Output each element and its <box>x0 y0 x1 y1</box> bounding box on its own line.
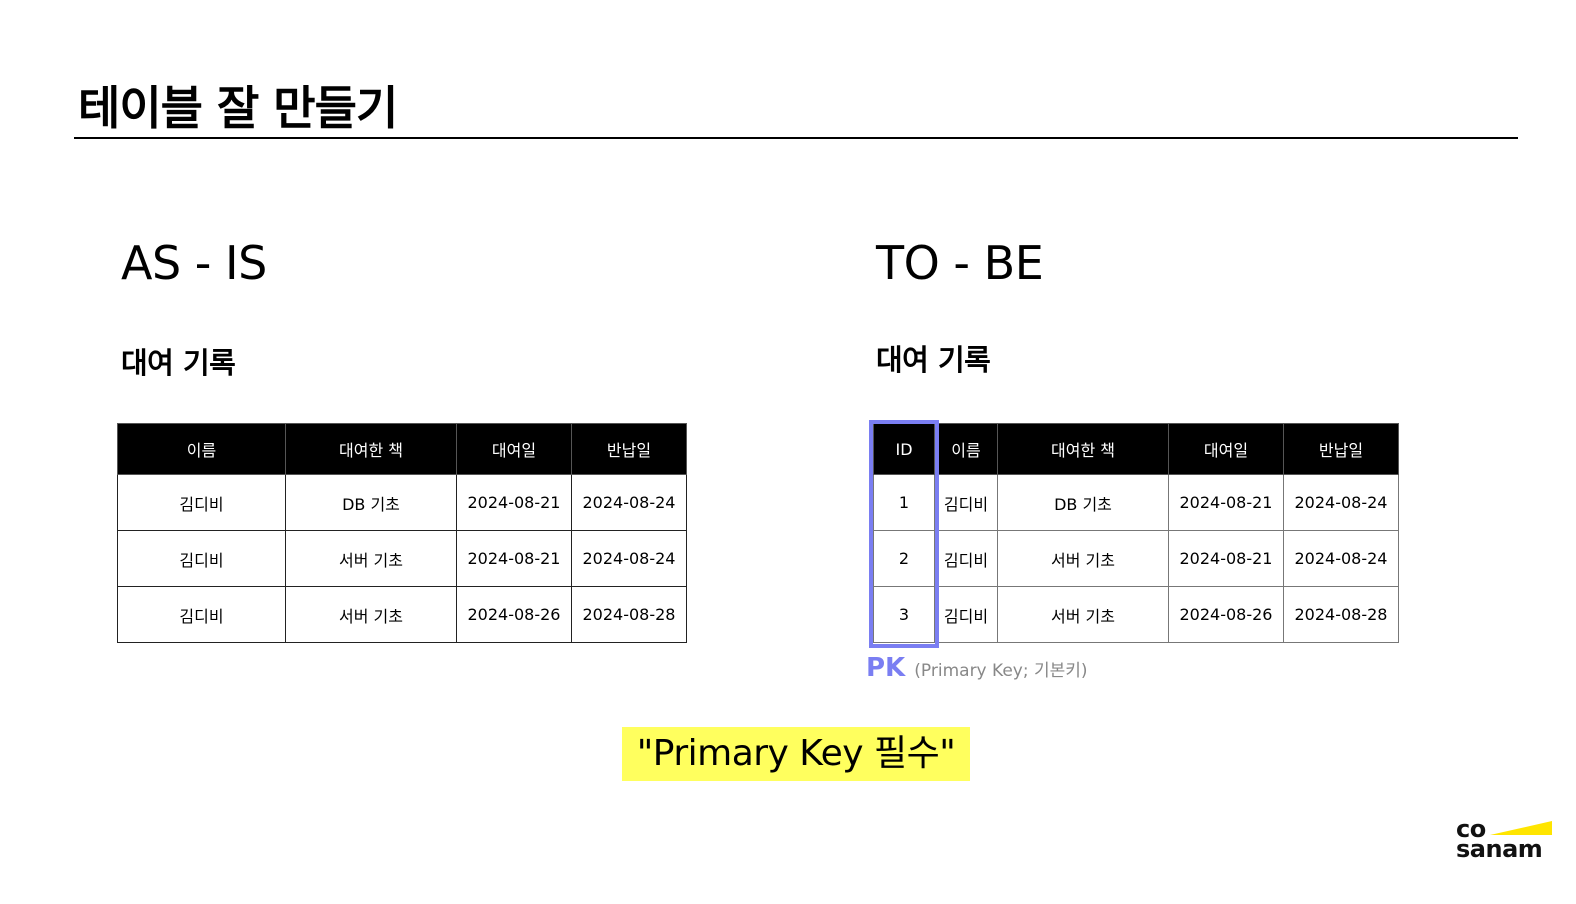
table-cell: 2024-08-21 <box>456 474 572 531</box>
table-header-row: ID 이름 대여한 책 대여일 반납일 <box>873 423 1399 475</box>
table-row: 김디비 서버 기초 2024-08-26 2024-08-28 <box>117 586 687 643</box>
table-cell: 2024-08-24 <box>571 474 687 531</box>
to-be-heading: TO - BE <box>876 236 1044 290</box>
table-cell: 2024-08-21 <box>1168 474 1284 531</box>
id-cell: 3 <box>873 586 935 643</box>
table-row: 김디비 서버 기초 2024-08-21 2024-08-24 <box>117 530 687 587</box>
table-cell: 2024-08-28 <box>1283 586 1399 643</box>
logo-text-bottom: sanam <box>1456 835 1543 863</box>
table-cell: 김디비 <box>117 530 286 587</box>
table-cell: 2024-08-24 <box>571 530 687 587</box>
slide-title: 테이블 잘 만들기 <box>78 81 398 135</box>
table-cell: 김디비 <box>117 474 286 531</box>
to-be-table: ID 이름 대여한 책 대여일 반납일 1 김디비 DB 기초 2024-08-… <box>873 423 1399 643</box>
column-header: 반납일 <box>1283 423 1399 475</box>
table-cell: 김디비 <box>934 474 998 531</box>
table-cell: DB 기초 <box>285 474 457 531</box>
table-cell: 서버 기초 <box>285 586 457 643</box>
primary-key-caption: PK (Primary Key; 기본키) <box>866 653 1088 683</box>
table-row: 3 김디비 서버 기초 2024-08-26 2024-08-28 <box>873 586 1399 643</box>
as-is-heading: AS - IS <box>121 236 267 290</box>
column-header: ID <box>873 423 935 475</box>
cosanam-logo: co sanam <box>1456 815 1576 865</box>
table-cell: 김디비 <box>117 586 286 643</box>
title-divider <box>74 137 1518 139</box>
table-cell: 2024-08-26 <box>456 586 572 643</box>
table-row: 1 김디비 DB 기초 2024-08-21 2024-08-24 <box>873 474 1399 531</box>
id-cell: 1 <box>873 474 935 531</box>
as-is-table: 이름 대여한 책 대여일 반납일 김디비 DB 기초 2024-08-21 20… <box>117 423 687 643</box>
table-cell: 서버 기초 <box>997 530 1169 587</box>
pk-description: (Primary Key; 기본키) <box>914 661 1088 681</box>
table-cell: 2024-08-28 <box>571 586 687 643</box>
logo-swoosh-icon <box>1490 821 1552 835</box>
to-be-table-caption: 대여 기록 <box>876 343 991 377</box>
column-header: 반납일 <box>571 423 687 475</box>
table-cell: 서버 기초 <box>285 530 457 587</box>
callout-highlight: "Primary Key 필수" <box>622 727 970 781</box>
table-cell: 2024-08-21 <box>456 530 572 587</box>
table-cell: 2024-08-26 <box>1168 586 1284 643</box>
table-cell: 2024-08-24 <box>1283 474 1399 531</box>
column-header: 대여한 책 <box>285 423 457 475</box>
logo-text-top: co <box>1456 815 1486 843</box>
column-header: 이름 <box>934 423 998 475</box>
table-cell: 김디비 <box>934 586 998 643</box>
table-row: 2 김디비 서버 기초 2024-08-21 2024-08-24 <box>873 530 1399 587</box>
table-header-row: 이름 대여한 책 대여일 반납일 <box>117 423 687 475</box>
column-header: 대여한 책 <box>997 423 1169 475</box>
table-row: 김디비 DB 기초 2024-08-21 2024-08-24 <box>117 474 687 531</box>
table-cell: 2024-08-24 <box>1283 530 1399 587</box>
table-cell: 2024-08-21 <box>1168 530 1284 587</box>
table-cell: DB 기초 <box>997 474 1169 531</box>
column-header: 대여일 <box>456 423 572 475</box>
as-is-table-caption: 대여 기록 <box>121 346 236 380</box>
table-cell: 서버 기초 <box>997 586 1169 643</box>
table-cell: 김디비 <box>934 530 998 587</box>
id-cell: 2 <box>873 530 935 587</box>
column-header: 이름 <box>117 423 286 475</box>
pk-label: PK <box>866 653 906 683</box>
column-header: 대여일 <box>1168 423 1284 475</box>
